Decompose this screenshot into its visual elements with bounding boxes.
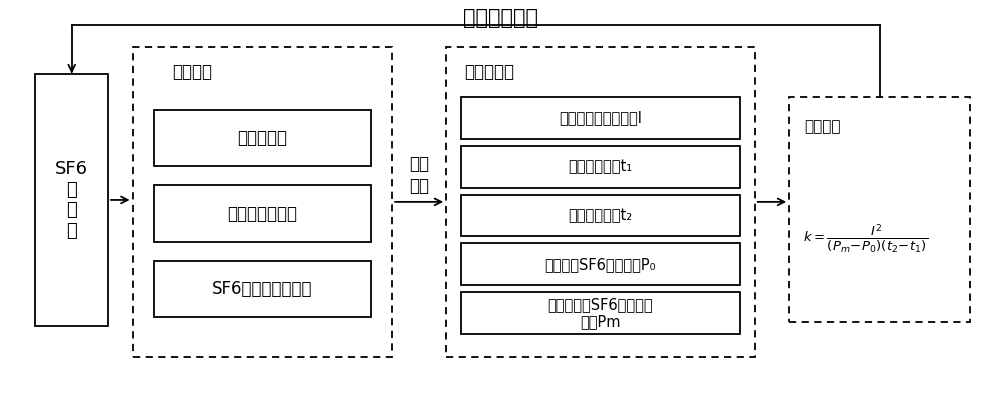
Text: 评价灭弧性能: 评价灭弧性能: [462, 8, 538, 28]
Bar: [446, 47, 755, 357]
Bar: [461, 97, 740, 139]
Bar: [461, 146, 740, 188]
Text: 首次燃弧时刻t₁: 首次燃弧时刻t₁: [568, 159, 633, 174]
Text: 数据
传输: 数据 传输: [409, 154, 429, 195]
Bar: [34, 74, 108, 326]
Bar: [461, 244, 740, 285]
Text: 分闸过程中SF6气体最大
压强Pm: 分闸过程中SF6气体最大 压强Pm: [548, 297, 653, 329]
Bar: [154, 261, 371, 317]
Text: $k = \dfrac{I^2}{(P_m\!-\!P_0)(t_2\!-\!t_1)}$: $k = \dfrac{I^2}{(P_m\!-\!P_0)(t_2\!-\!t…: [803, 223, 928, 255]
Bar: [789, 97, 970, 322]
Text: 正常状态SF6气体压强P₀: 正常状态SF6气体压强P₀: [545, 257, 656, 272]
Text: 分闸初始电流有效值I: 分闸初始电流有效值I: [559, 110, 642, 125]
Text: SF6气体压强传感器: SF6气体压强传感器: [212, 280, 313, 298]
Text: 数据采集: 数据采集: [172, 63, 212, 81]
Text: 机械特性检测仪: 机械特性检测仪: [227, 204, 297, 223]
Bar: [461, 194, 740, 236]
Text: 特征值提取: 特征值提取: [464, 63, 514, 81]
Text: 末次熄弧时刻t₂: 末次熄弧时刻t₂: [568, 208, 633, 223]
Bar: [461, 292, 740, 334]
Bar: [154, 110, 371, 166]
Bar: [132, 47, 392, 357]
Text: SF6
断
路
器: SF6 断 路 器: [55, 160, 88, 240]
Text: 电流互感器: 电流互感器: [237, 129, 287, 147]
Bar: [154, 185, 371, 242]
Text: 指标计算: 指标计算: [804, 119, 840, 134]
